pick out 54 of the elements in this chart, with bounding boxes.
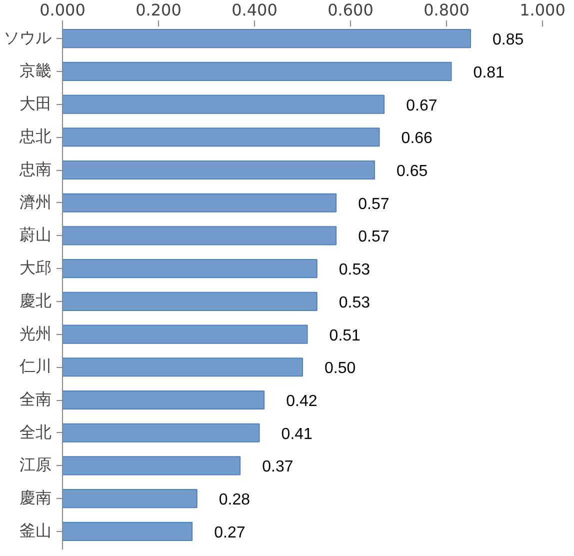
bar xyxy=(62,128,380,147)
data-label: 0.67 xyxy=(406,97,438,114)
data-label: 0.50 xyxy=(324,360,356,378)
data-label: 0.37 xyxy=(262,458,294,476)
bar xyxy=(62,358,303,377)
y-tick-label: ソウル xyxy=(4,30,52,48)
data-label: 0.85 xyxy=(492,32,524,49)
y-tick-label: 大邱 xyxy=(20,259,52,278)
y-tick-label: 江原 xyxy=(20,457,52,474)
bar xyxy=(62,456,241,476)
bar xyxy=(62,522,193,541)
x-tick-label: 0.200 xyxy=(136,0,182,20)
y-tick-label: 光州 xyxy=(20,324,52,343)
bar xyxy=(62,160,375,180)
x-tick-label: 1.000 xyxy=(520,0,566,20)
y-tick-label: 大田 xyxy=(20,94,52,113)
data-label: 0.53 xyxy=(338,262,370,279)
data-label: 0.57 xyxy=(358,196,390,213)
x-tick-label: 0.800 xyxy=(424,0,470,20)
bar xyxy=(62,193,337,212)
y-tick-label: 全南 xyxy=(20,390,52,408)
data-label: 0.65 xyxy=(396,163,428,180)
bar xyxy=(62,423,260,442)
data-label: 0.81 xyxy=(473,64,505,82)
y-tick-label: 慶北 xyxy=(20,292,52,310)
bar xyxy=(62,62,452,81)
y-tick-label: 仁川 xyxy=(18,358,52,376)
data-label: 0.66 xyxy=(401,130,433,148)
bar xyxy=(62,390,265,410)
y-tick-label: 忠南 xyxy=(18,160,52,178)
data-label: 0.27 xyxy=(214,524,246,542)
bar xyxy=(62,292,318,311)
y-tick-label: 濟州 xyxy=(20,193,52,212)
y-tick-label: 釜山 xyxy=(20,522,52,540)
bar xyxy=(62,29,471,48)
bar xyxy=(62,226,337,246)
data-label: 0.57 xyxy=(358,228,390,246)
y-tick-label: 慶南 xyxy=(20,489,52,508)
data-label: 0.53 xyxy=(338,294,370,312)
y-tick-label: 忠北 xyxy=(18,128,52,146)
y-tick-label: 蔚山 xyxy=(20,226,52,244)
bar xyxy=(62,324,308,344)
x-tick-label: 0.000 xyxy=(40,0,86,20)
bar xyxy=(62,94,385,114)
data-label: 0.51 xyxy=(329,327,361,344)
data-label: 0.28 xyxy=(218,492,250,509)
data-label: 0.41 xyxy=(281,426,313,443)
y-tick-label: 京畿 xyxy=(20,62,52,80)
bar xyxy=(62,489,198,508)
x-tick-label: 0.600 xyxy=(328,0,374,20)
x-tick-label: 0.400 xyxy=(232,0,278,20)
y-tick-label: 全北 xyxy=(20,423,52,442)
bar xyxy=(62,259,318,278)
data-label: 0.42 xyxy=(286,393,318,410)
